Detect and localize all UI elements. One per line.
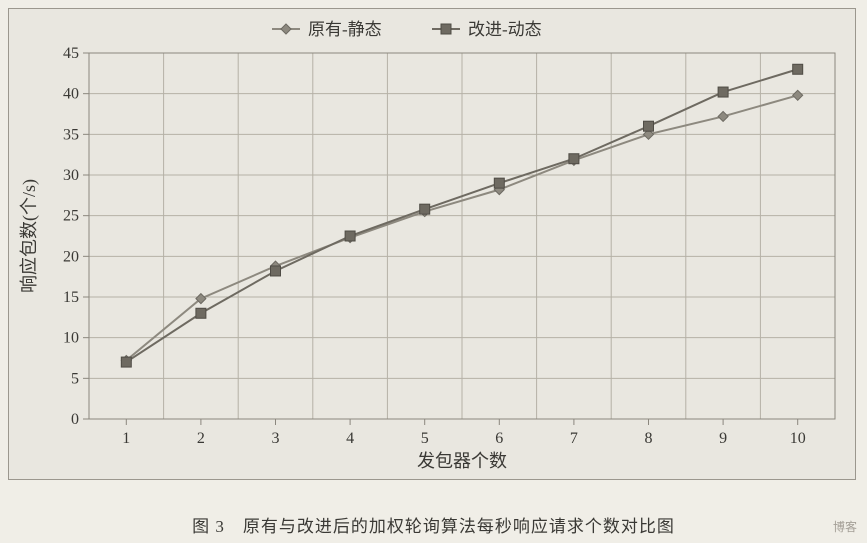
figure-wrap: 05101520253035404512345678910响应包数(个/s)发包…: [0, 0, 867, 543]
line-chart: 05101520253035404512345678910响应包数(个/s)发包…: [9, 9, 855, 479]
chart-container: 05101520253035404512345678910响应包数(个/s)发包…: [8, 8, 856, 480]
svg-text:5: 5: [71, 370, 79, 387]
svg-text:8: 8: [645, 430, 653, 447]
svg-text:0: 0: [71, 411, 79, 428]
svg-text:响应包数(个/s): 响应包数(个/s): [19, 179, 40, 293]
svg-text:2: 2: [197, 430, 205, 447]
svg-text:3: 3: [272, 430, 280, 447]
svg-text:4: 4: [346, 430, 354, 447]
svg-text:7: 7: [570, 430, 578, 447]
svg-text:30: 30: [63, 167, 79, 184]
legend: 原有-静态 改进-动态: [272, 20, 542, 39]
svg-text:45: 45: [63, 45, 79, 62]
svg-text:25: 25: [63, 208, 79, 225]
svg-text:40: 40: [63, 86, 79, 103]
svg-text:1: 1: [122, 430, 130, 447]
svg-text:35: 35: [63, 126, 79, 143]
svg-text:5: 5: [421, 430, 429, 447]
svg-text:15: 15: [63, 289, 79, 306]
watermark-text: 博客: [833, 518, 857, 535]
figure-caption: 图 3 原有与改进后的加权轮询算法每秒响应请求个数对比图: [0, 512, 867, 537]
svg-text:9: 9: [719, 430, 727, 447]
svg-text:6: 6: [495, 430, 503, 447]
svg-text:10: 10: [790, 430, 806, 447]
svg-text:发包器个数: 发包器个数: [417, 451, 507, 471]
svg-text:10: 10: [63, 330, 79, 347]
svg-text:改进-动态: 改进-动态: [468, 20, 542, 39]
svg-text:原有-静态: 原有-静态: [308, 20, 382, 39]
svg-text:20: 20: [63, 248, 79, 265]
